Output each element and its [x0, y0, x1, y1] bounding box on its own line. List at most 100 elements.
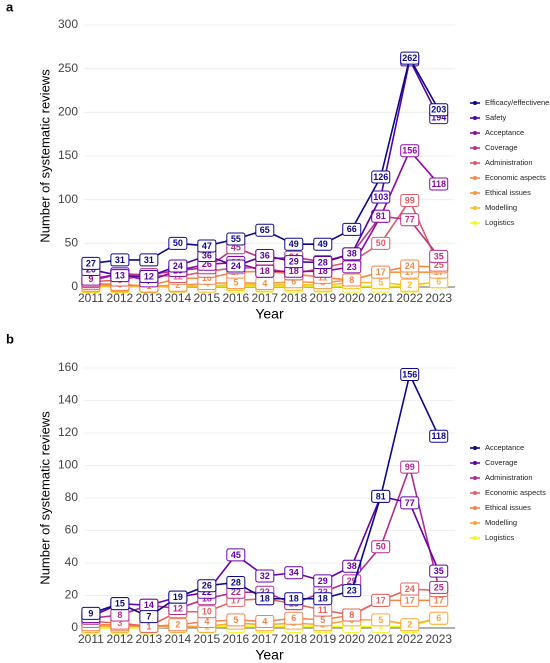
data-label-text: 5 [378, 615, 383, 625]
x-axis-title: Year [255, 647, 284, 663]
label-box [429, 611, 449, 625]
data-label-text: 25 [434, 260, 444, 270]
label-box [371, 236, 391, 250]
data-label-text: 38 [347, 561, 357, 571]
legend-label: Economic aspects [485, 488, 546, 497]
data-label-text: 36 [260, 250, 270, 260]
data-label-text: 29 [347, 576, 357, 586]
data-label: 8 [342, 273, 362, 287]
y-tick-label: 100 [58, 458, 78, 472]
data-label-text: 8 [349, 275, 354, 285]
data-label: 14 [139, 598, 159, 612]
label-box [342, 247, 362, 261]
data-label-text: 34 [289, 568, 299, 578]
label-box [284, 611, 304, 625]
data-label-text: 12 [144, 271, 154, 281]
data-label-text: 2 [175, 620, 180, 630]
legend-dot [473, 116, 477, 120]
data-label-text: 26 [202, 259, 212, 269]
legend-dot [473, 536, 477, 540]
data-label: 31 [110, 253, 130, 267]
y-tick-label: 150 [58, 148, 78, 162]
y-tick-label: 300 [58, 17, 78, 31]
data-label: 2 [400, 278, 420, 292]
data-label: 36 [197, 249, 217, 263]
data-label: 5 [313, 613, 333, 627]
label-box [400, 496, 420, 510]
data-label: 50 [371, 540, 391, 554]
data-label-text: 50 [376, 542, 386, 552]
data-label: 18 [255, 592, 275, 606]
data-label: 4 [255, 277, 275, 291]
label-box [226, 232, 246, 246]
data-label-text: 18 [260, 266, 270, 276]
data-label: 12 [168, 602, 188, 615]
data-label: 24 [400, 259, 420, 273]
data-label-text: 45 [231, 243, 241, 253]
label-box [429, 429, 449, 443]
legend-label: Coverage [485, 143, 518, 152]
y-tick-label: 250 [58, 61, 78, 75]
data-label-text: 8 [349, 610, 354, 620]
data-label-text: 27 [86, 258, 96, 268]
data-label-text: 47 [202, 241, 212, 251]
label-box [400, 460, 420, 474]
x-tick-label: 2023 [425, 291, 452, 305]
label-box [400, 213, 420, 227]
label-box [313, 592, 333, 606]
data-label: 47 [197, 239, 217, 253]
data-label: 8 [110, 608, 130, 622]
legend-label: Administration [485, 158, 533, 167]
data-label-text: 22 [260, 587, 270, 597]
data-label-text: 18 [318, 266, 328, 276]
data-label: 77 [400, 496, 420, 510]
y-axis-title: Number of systematic reviews [37, 69, 52, 243]
data-label-text: 11 [318, 605, 328, 615]
data-label-text: 99 [405, 462, 415, 472]
data-label-text: 156 [402, 146, 417, 156]
x-axis-title: Year [255, 306, 284, 322]
data-label-text: 55 [231, 234, 241, 244]
data-label-text: 7 [146, 612, 151, 622]
data-label-text: 2 [407, 620, 412, 630]
legend-label: Modelling [485, 518, 517, 527]
label-box [400, 618, 420, 632]
x-tick-label: 2016 [222, 632, 249, 646]
legend-label: Ethical issues [485, 188, 531, 197]
data-label: 77 [400, 213, 420, 227]
legend-label: Coverage [485, 458, 518, 467]
data-label-text: 9 [88, 274, 93, 284]
data-label-text: 35 [434, 566, 444, 576]
data-label-text: 3 [117, 618, 122, 628]
data-label: 9 [81, 606, 101, 620]
data-label: 28 [226, 576, 246, 589]
data-label-text: 45 [231, 550, 241, 560]
data-label: 126 [371, 170, 391, 184]
data-label-text: 65 [260, 225, 270, 235]
label-box [139, 610, 159, 624]
label-box [313, 256, 333, 270]
x-tick-label: 2018 [280, 632, 307, 646]
x-tick-label: 2012 [107, 291, 134, 305]
label-box [342, 584, 362, 598]
label-box [110, 269, 130, 283]
label-box [284, 592, 304, 606]
y-tick-label: 160 [58, 360, 78, 374]
label-box [226, 259, 246, 273]
legend-dot [473, 101, 477, 105]
data-label: 17 [371, 265, 391, 279]
data-label-text: 77 [405, 215, 415, 225]
data-label: 45 [226, 548, 246, 562]
data-label: 13 [110, 269, 130, 283]
label-box [110, 597, 130, 611]
data-label: 6 [429, 611, 449, 625]
legend-label: Modelling [485, 203, 517, 212]
data-label: 24 [400, 582, 420, 596]
data-label-text: 29 [318, 576, 328, 586]
data-label: 55 [226, 232, 246, 246]
data-label: 38 [342, 247, 362, 261]
x-tick-label: 2016 [222, 291, 249, 305]
data-label: 65 [255, 223, 275, 237]
label-box [255, 264, 275, 278]
